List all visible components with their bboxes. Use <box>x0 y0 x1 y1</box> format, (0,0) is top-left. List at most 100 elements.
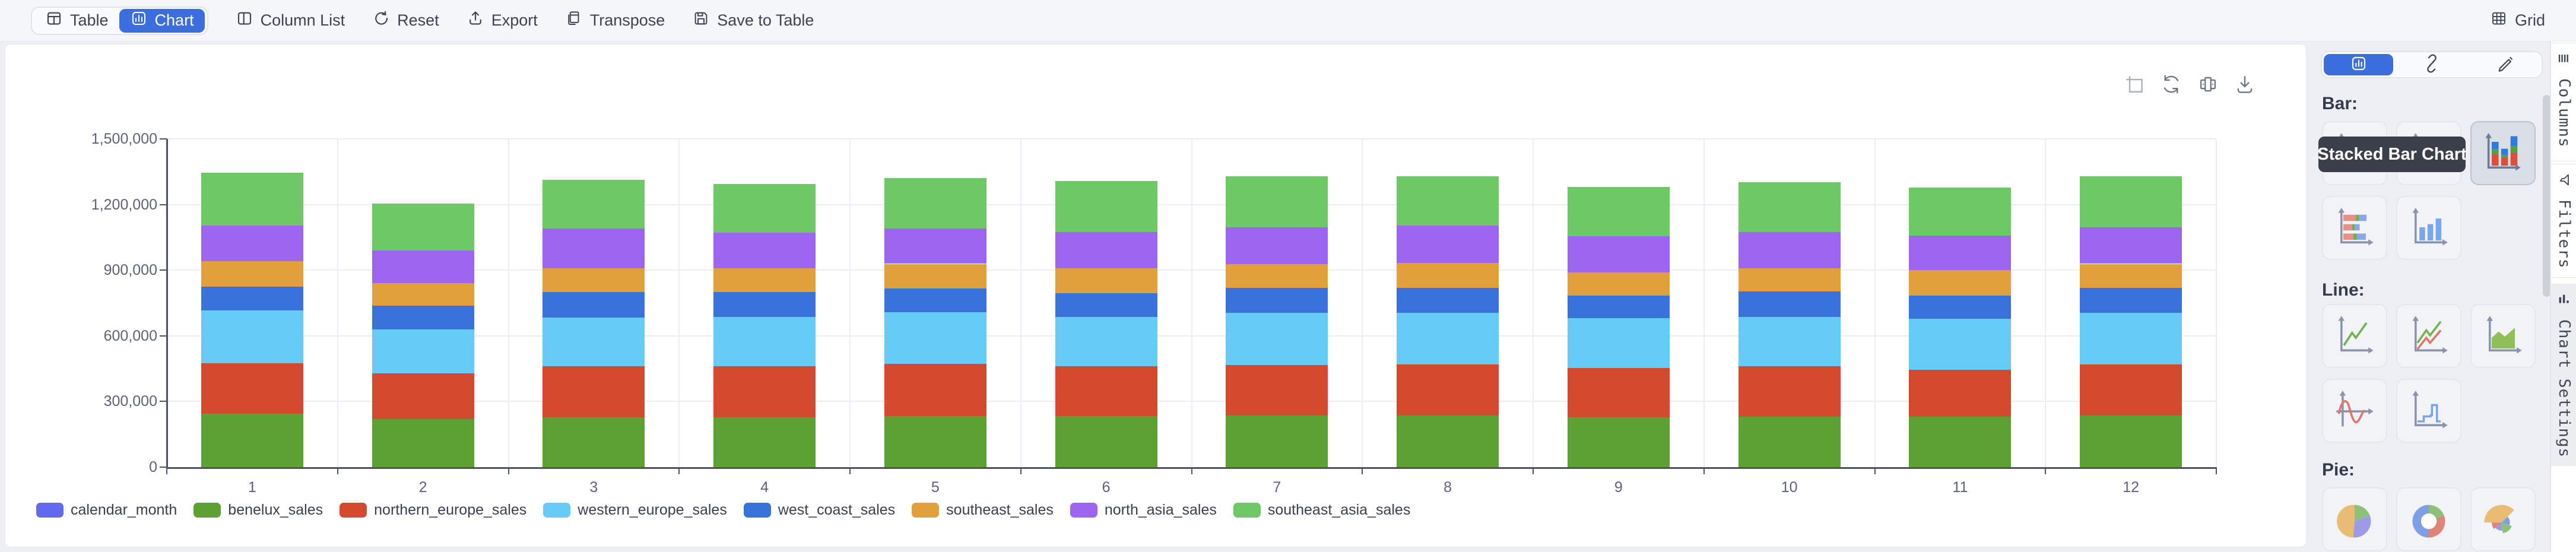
bar-month-6-west_coast_sales[interactable] <box>1055 293 1157 318</box>
transpose-button[interactable]: Transpose <box>565 9 665 31</box>
bar-month-5-benelux_sales[interactable] <box>884 416 986 467</box>
line-chart-type-button[interactable] <box>2322 304 2387 368</box>
bar-month-5-northern_europe_sales[interactable] <box>884 364 986 417</box>
bar-month-3-benelux_sales[interactable] <box>543 417 645 467</box>
bar-month-7-west_coast_sales[interactable] <box>1226 288 1328 313</box>
rose-chart-type-button[interactable] <box>2470 487 2536 551</box>
restore-icon[interactable] <box>2160 73 2182 96</box>
bar-month-6-north_asia_sales[interactable] <box>1055 232 1157 268</box>
panel-scrollbar-thumb[interactable] <box>2543 95 2550 297</box>
legend-item-northern_europe_sales[interactable]: northern_europe_sales <box>340 502 526 519</box>
legend-item-southeast_sales[interactable]: southeast_sales <box>912 502 1054 519</box>
bar-month-8-north_asia_sales[interactable] <box>1397 225 1499 264</box>
bar-month-9-west_coast_sales[interactable] <box>1567 295 1670 319</box>
bar-month-9-southeast_sales[interactable] <box>1567 272 1670 296</box>
bar-month-2-southeast_asia_sales[interactable] <box>372 204 474 250</box>
bar-month-5-southeast_asia_sales[interactable] <box>884 178 986 229</box>
bar-month-12-west_coast_sales[interactable] <box>2080 288 2182 313</box>
bar-month-1-northern_europe_sales[interactable] <box>201 363 303 414</box>
bar-month-10-west_coast_sales[interactable] <box>1738 291 1841 317</box>
bar-month-3-southeast_sales[interactable] <box>543 268 645 292</box>
legend-item-southeast_asia_sales[interactable]: southeast_asia_sales <box>1233 502 1410 519</box>
bar-month-4-western_europe_sales[interactable] <box>713 316 816 367</box>
table-view-button[interactable]: Table <box>34 9 119 33</box>
bar-month-2-west_coast_sales[interactable] <box>372 305 474 329</box>
bar-month-1-southeast_asia_sales[interactable] <box>201 173 303 226</box>
bar-month-8-western_europe_sales[interactable] <box>1397 313 1499 364</box>
bar-month-5-western_europe_sales[interactable] <box>884 312 986 364</box>
bar-month-12-north_asia_sales[interactable] <box>2080 227 2182 264</box>
side-tab-chart-settings[interactable]: Chart Settings <box>2551 284 2576 466</box>
bar-month-4-benelux_sales[interactable] <box>713 417 816 467</box>
bar-month-1-north_asia_sales[interactable] <box>201 225 303 262</box>
legend-item-western_europe_sales[interactable]: western_europe_sales <box>543 502 727 519</box>
bar-month-3-north_asia_sales[interactable] <box>543 229 645 268</box>
bar-month-12-southeast_asia_sales[interactable] <box>2080 176 2182 228</box>
bar-month-2-western_europe_sales[interactable] <box>372 329 474 374</box>
bar-month-7-benelux_sales[interactable] <box>1226 415 1328 467</box>
bar-month-2-northern_europe_sales[interactable] <box>372 373 474 419</box>
bar-month-3-western_europe_sales[interactable] <box>543 317 645 367</box>
column-list-button[interactable]: Column List <box>236 9 345 31</box>
bar-month-10-north_asia_sales[interactable] <box>1738 232 1841 269</box>
chart-view-button[interactable]: Chart <box>119 8 205 33</box>
bar-month-1-west_coast_sales[interactable] <box>201 286 303 311</box>
bar-month-10-southeast_asia_sales[interactable] <box>1738 182 1841 233</box>
area-chart-type-button[interactable] <box>2470 304 2536 368</box>
bar-month-9-southeast_asia_sales[interactable] <box>1567 186 1670 236</box>
legend-item-calendar_month[interactable]: calendar_month <box>36 502 177 519</box>
bar-month-9-benelux_sales[interactable] <box>1567 417 1670 467</box>
bar-month-4-southeast_asia_sales[interactable] <box>713 184 816 233</box>
bar-month-10-western_europe_sales[interactable] <box>1738 316 1841 366</box>
bar-month-12-southeast_sales[interactable] <box>2080 264 2182 288</box>
bar-month-11-north_asia_sales[interactable] <box>1909 236 2012 270</box>
simple-bar-chart-type-button[interactable] <box>2396 196 2461 260</box>
bar-month-7-north_asia_sales[interactable] <box>1226 227 1328 265</box>
bar-month-11-southeast_asia_sales[interactable] <box>1909 188 2012 236</box>
bar-month-5-west_coast_sales[interactable] <box>884 288 986 312</box>
bar-month-11-northern_europe_sales[interactable] <box>1909 369 2012 417</box>
bar-month-8-benelux_sales[interactable] <box>1397 415 1499 467</box>
bar-month-12-western_europe_sales[interactable] <box>2080 313 2182 364</box>
bar-month-6-benelux_sales[interactable] <box>1055 415 1157 467</box>
magic-type-icon[interactable] <box>2197 73 2219 96</box>
bar-month-9-western_europe_sales[interactable] <box>1567 318 1670 369</box>
bar-month-11-benelux_sales[interactable] <box>1909 417 2012 467</box>
bar-month-1-western_europe_sales[interactable] <box>201 310 303 363</box>
download-icon[interactable] <box>2234 73 2256 96</box>
bar-month-6-northern_europe_sales[interactable] <box>1055 366 1157 416</box>
side-tab-columns[interactable]: Columns <box>2551 43 2576 161</box>
bar-month-4-northern_europe_sales[interactable] <box>713 366 816 418</box>
export-button[interactable]: Export <box>467 9 538 31</box>
reset-button[interactable]: Reset <box>372 9 439 31</box>
bar-month-2-southeast_sales[interactable] <box>372 283 474 306</box>
bar-month-6-western_europe_sales[interactable] <box>1055 317 1157 367</box>
bar-month-1-southeast_sales[interactable] <box>201 261 303 287</box>
bar-month-10-northern_europe_sales[interactable] <box>1738 366 1841 417</box>
bar-month-11-western_europe_sales[interactable] <box>1909 318 2012 370</box>
bar-month-3-northern_europe_sales[interactable] <box>543 366 645 418</box>
bar-month-11-west_coast_sales[interactable] <box>1909 295 2012 319</box>
bar-month-9-north_asia_sales[interactable] <box>1567 236 1670 272</box>
bar-month-8-southeast_asia_sales[interactable] <box>1397 176 1499 226</box>
bar-month-4-west_coast_sales[interactable] <box>713 292 816 317</box>
panel-mode-chart[interactable] <box>2324 54 2394 75</box>
pie-chart-type-button[interactable] <box>2322 487 2387 551</box>
bar-month-8-northern_europe_sales[interactable] <box>1397 364 1499 415</box>
grid-button[interactable]: Grid <box>2490 9 2545 31</box>
stacked-bar-chart-type-button[interactable] <box>2470 121 2536 185</box>
legend-item-benelux_sales[interactable]: benelux_sales <box>193 502 323 519</box>
save-to-table-button[interactable]: Save to Table <box>692 9 814 31</box>
donut-chart-type-button[interactable] <box>2396 487 2461 551</box>
bar-month-8-southeast_sales[interactable] <box>1397 263 1499 288</box>
bar-month-11-southeast_sales[interactable] <box>1909 269 2012 296</box>
bar-month-9-northern_europe_sales[interactable] <box>1567 368 1670 418</box>
horizontal-stacked-bar-type-button[interactable] <box>2322 196 2387 260</box>
bar-month-2-benelux_sales[interactable] <box>372 418 474 467</box>
step-chart-type-button[interactable] <box>2396 379 2461 443</box>
panel-mode-link[interactable] <box>2397 53 2466 75</box>
bar-month-10-southeast_sales[interactable] <box>1738 268 1841 291</box>
bar-month-2-north_asia_sales[interactable] <box>372 250 474 283</box>
spline-chart-type-button[interactable] <box>2322 379 2387 443</box>
bar-month-7-northern_europe_sales[interactable] <box>1226 364 1328 415</box>
